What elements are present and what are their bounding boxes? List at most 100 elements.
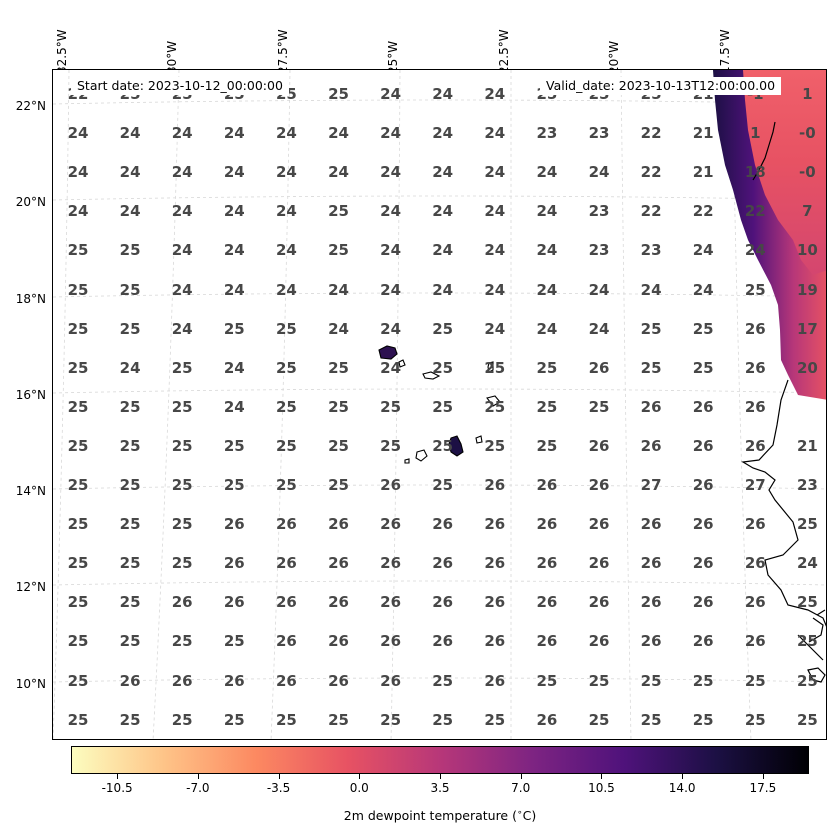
grid-value: 25 [692,671,714,690]
grid-value: 24 [171,124,193,143]
grid-value: 26 [484,632,506,651]
grid-value: 24 [380,163,402,182]
grid-value: 25 [432,710,454,729]
grid-value: 26 [692,476,714,494]
grid-value: 24 [223,124,245,143]
grid-value: 25 [67,436,89,455]
grid-value: 26 [588,358,610,377]
grid-value: 25 [328,476,349,494]
grid-value: 1 [750,124,761,143]
meridian [731,70,752,739]
grid-value: 25 [432,319,454,338]
grid-value: 7 [802,202,813,221]
grid-value: 23 [796,476,818,494]
grid-value: 26 [640,436,662,455]
grid-value: 25 [119,319,141,338]
grid-value: 26 [692,436,714,455]
grid-value: 26 [380,515,402,534]
grid-value: 24 [223,241,245,260]
grid-value: 24 [484,124,506,143]
grid-value: 26 [484,671,506,690]
grid-value: 24 [484,202,506,221]
grid-value: 25 [380,710,402,729]
map-panel[interactable] [52,69,827,740]
grid-value: 24 [536,202,558,221]
lon-label: 22.5°W [497,29,511,74]
grid-value: 19 [796,280,818,299]
island-maio [475,435,483,444]
grid-value: 24 [171,319,193,338]
grid-value: 24 [536,319,558,338]
grid-value: 26 [275,632,297,651]
grid-value: 26 [328,632,349,651]
grid-value: 24 [432,163,454,182]
grid-value: 24 [380,202,402,221]
colorbar-tick [520,774,522,779]
parallel [53,292,826,298]
grid-value: 25 [119,710,141,729]
graticule [53,70,826,739]
grid-value: 25 [275,710,297,729]
grid-value: 25 [171,554,193,573]
grid-value: 25 [796,593,818,612]
island-santiago [448,435,464,457]
grid-value: 24 [328,319,349,338]
grid-value: 25 [67,358,89,377]
grid-value: 25 [171,515,193,534]
grid-value: 26 [640,593,662,612]
grid-value: 25 [67,397,89,416]
grid-value: 25 [432,397,454,416]
island-sao-vicente [398,359,406,368]
grid-value: 26 [536,515,558,534]
grid-value: 24 [484,85,506,103]
grid-value: 25 [328,241,349,260]
colorbar-tick [601,774,603,779]
grid-value: 27 [744,476,766,494]
grid-value: 25 [67,241,89,260]
grid-value: 25 [171,632,193,651]
grid-value: 25 [692,319,714,338]
grid-value: 26 [588,554,610,573]
grid-value: 25 [640,358,662,377]
grid-value: 18 [744,163,766,182]
grid-value: 26 [432,593,454,612]
meridian [53,70,70,739]
grid-value: 25 [588,397,610,416]
island-santo-antao [378,345,398,360]
grid-value: 24 [171,280,193,299]
colorbar-tick [440,774,441,779]
grid-value: 21 [692,124,714,143]
grid-value: 24 [484,319,506,338]
grid-value: 25 [67,476,89,494]
colorbar-tick-label: 10.5 [588,781,615,795]
grid-value: 26 [640,397,662,416]
grid-value: 25 [67,632,89,651]
grid-value: 21 [692,163,714,182]
grid-value: 26 [588,632,610,651]
grid-value: 24 [380,319,402,338]
grid-value: 24 [275,124,297,143]
meridian [152,70,180,739]
colorbar-tick [762,774,764,779]
colorbar-tick [117,774,119,779]
colorbar-title: 2m dewpoint temperature (∘C) [343,808,537,824]
grid-value: 24 [119,202,141,221]
grid-value: 25 [275,358,297,377]
grid-value: 24 [380,241,402,260]
grid-value: 25 [171,436,193,455]
grid-value: 1 [802,85,813,103]
grid-value: 24 [432,241,454,260]
grid-value: 26 [328,554,349,573]
grid-value: 26 [640,632,662,651]
grid-value: 26 [275,593,297,612]
grid-value: 26 [432,632,454,651]
grid-value: 25 [119,280,141,299]
grid-value: 25 [119,436,141,455]
grid-value: 24 [432,202,454,221]
grid-value: 26 [536,476,558,494]
grid-value: 25 [536,397,558,416]
land-shading-dry [743,70,826,275]
grid-value: 26 [171,671,193,690]
grid-value: 25 [275,319,297,338]
grid-value: 25 [223,710,245,729]
